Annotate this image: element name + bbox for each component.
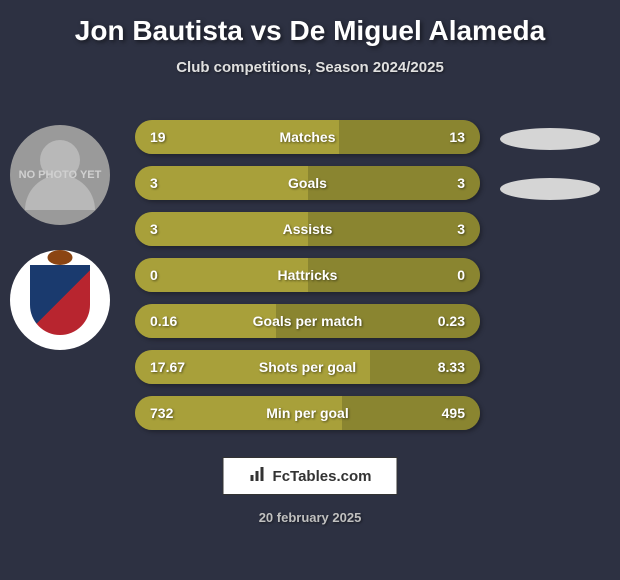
- date-text: 20 february 2025: [259, 510, 362, 525]
- player2-shape-2: [500, 178, 600, 200]
- stat-value-left: 19: [150, 129, 166, 145]
- stat-value-left: 0: [150, 267, 158, 283]
- stat-value-right: 13: [449, 129, 465, 145]
- stat-row: 0.16 Goals per match 0.23: [135, 304, 480, 338]
- stat-label: Assists: [283, 221, 333, 237]
- stat-value-right: 0: [457, 267, 465, 283]
- stat-label: Matches: [279, 129, 335, 145]
- stat-value-right: 495: [442, 405, 465, 421]
- comparison-subtitle: Club competitions, Season 2024/2025: [0, 59, 620, 76]
- stat-fill-right: [308, 166, 481, 200]
- stat-label: Goals per match: [253, 313, 363, 329]
- player2-shape-1: [500, 128, 600, 150]
- stat-label: Min per goal: [266, 405, 348, 421]
- stat-value-left: 732: [150, 405, 173, 421]
- player1-avatar: NO PHOTO YET: [10, 125, 110, 225]
- stat-row: 17.67 Shots per goal 8.33: [135, 350, 480, 384]
- stat-row: 732 Min per goal 495: [135, 396, 480, 430]
- stat-value-right: 8.33: [438, 359, 465, 375]
- stat-value-left: 17.67: [150, 359, 185, 375]
- club-crest-icon: [30, 265, 90, 335]
- chart-icon: [249, 465, 267, 488]
- player1-club-badge: [10, 250, 110, 350]
- stat-row: 3 Assists 3: [135, 212, 480, 246]
- stat-row: 3 Goals 3: [135, 166, 480, 200]
- stat-label: Hattricks: [278, 267, 338, 283]
- stat-label: Goals: [288, 175, 327, 191]
- stat-row: 0 Hattricks 0: [135, 258, 480, 292]
- stat-value-left: 3: [150, 221, 158, 237]
- stat-value-right: 0.23: [438, 313, 465, 329]
- footer-brand-badge: FcTables.com: [223, 457, 398, 495]
- comparison-title: Jon Bautista vs De Miguel Alameda: [0, 0, 620, 47]
- stat-label: Shots per goal: [259, 359, 356, 375]
- stat-fill-right: [308, 212, 481, 246]
- stat-value-right: 3: [457, 221, 465, 237]
- avatar-placeholder-text: NO PHOTO YET: [19, 169, 102, 181]
- stat-value-right: 3: [457, 175, 465, 191]
- stat-row: 19 Matches 13: [135, 120, 480, 154]
- stat-value-left: 3: [150, 175, 158, 191]
- stats-container: 19 Matches 13 3 Goals 3 3 Assists 3 0 Hattricks 0 0.…: [135, 120, 480, 442]
- stat-value-left: 0.16: [150, 313, 177, 329]
- footer-brand-text: FcTables.com: [273, 468, 372, 485]
- stat-fill-left: [135, 166, 308, 200]
